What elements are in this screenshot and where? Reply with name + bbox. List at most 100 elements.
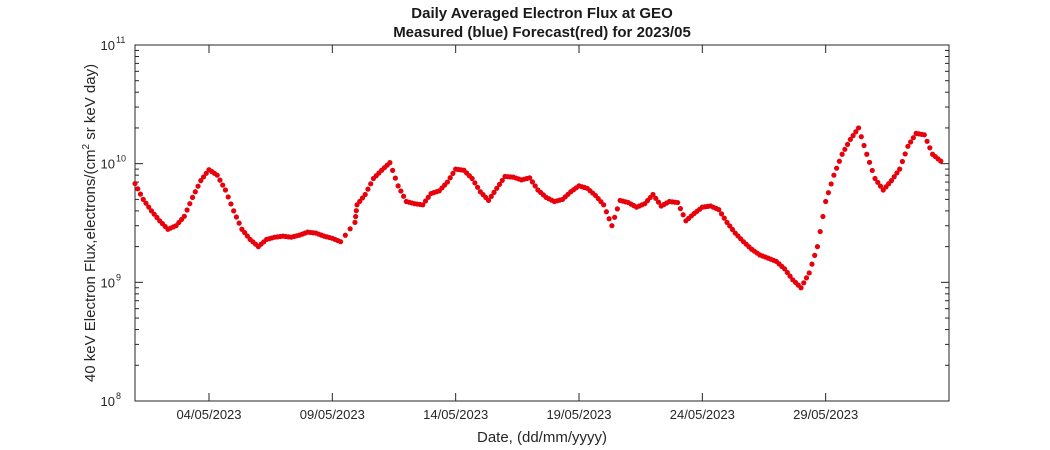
data-point xyxy=(338,239,343,244)
data-point xyxy=(801,280,806,285)
data-point xyxy=(681,212,686,217)
data-point xyxy=(132,181,137,186)
data-point xyxy=(615,206,620,211)
data-point xyxy=(223,187,228,192)
data-point xyxy=(900,159,905,164)
data-point xyxy=(472,180,477,185)
data-point xyxy=(387,160,392,165)
data-point xyxy=(231,208,236,213)
data-point xyxy=(861,143,866,148)
data-point xyxy=(903,151,908,156)
y-tick-label: 10 xyxy=(101,394,115,409)
data-point xyxy=(182,214,187,219)
data-point xyxy=(834,166,839,171)
data-point xyxy=(829,181,834,186)
data-point xyxy=(184,207,189,212)
data-point xyxy=(190,195,195,200)
data-point xyxy=(193,189,198,194)
y-tick-exponent: 8 xyxy=(116,391,121,401)
y-tick-exponent: 10 xyxy=(116,154,126,164)
data-point xyxy=(234,214,239,219)
data-point xyxy=(826,190,831,195)
y-tick-label: 10 xyxy=(101,275,115,290)
y-tick-label: 10 xyxy=(101,38,115,53)
data-point xyxy=(807,270,812,275)
data-point xyxy=(678,206,683,211)
data-point xyxy=(228,201,233,206)
data-point xyxy=(607,216,612,221)
data-point xyxy=(867,160,872,165)
data-point xyxy=(612,215,617,220)
data-point xyxy=(187,201,192,206)
data-point xyxy=(820,214,825,219)
y-axis-label: 40 keV Electron Flux,electrons/(cm2 sr k… xyxy=(81,64,99,382)
data-point xyxy=(450,171,455,176)
data-point xyxy=(908,139,913,144)
data-point xyxy=(217,178,222,183)
data-point xyxy=(831,173,836,178)
data-point xyxy=(220,182,225,187)
data-point xyxy=(226,194,231,199)
data-point xyxy=(215,173,220,178)
data-point xyxy=(393,176,398,181)
data-point xyxy=(905,144,910,149)
data-point xyxy=(864,152,869,157)
chart-title: Daily Averaged Electron Flux at GEO xyxy=(411,5,673,22)
data-point xyxy=(859,134,864,139)
data-point xyxy=(396,183,401,188)
data-point xyxy=(856,125,861,130)
x-tick-label: 19/05/2023 xyxy=(546,407,611,422)
data-point xyxy=(138,192,143,197)
data-point xyxy=(840,152,845,157)
data-point xyxy=(938,159,943,164)
data-point xyxy=(604,209,609,214)
data-point xyxy=(195,184,200,189)
data-point xyxy=(237,221,242,226)
data-point xyxy=(911,135,916,140)
x-tick-label: 04/05/2023 xyxy=(176,407,241,422)
data-point xyxy=(924,139,929,144)
data-point xyxy=(837,159,842,164)
data-point xyxy=(842,147,847,152)
data-point xyxy=(804,275,809,280)
y-tick-exponent: 9 xyxy=(116,272,121,282)
data-point xyxy=(845,142,850,147)
chart: Daily Averaged Electron Flux at GEO Meas… xyxy=(0,0,1050,450)
data-point xyxy=(368,181,373,186)
plot-area xyxy=(135,45,949,401)
data-point xyxy=(812,253,817,258)
data-point xyxy=(675,200,680,205)
data-point xyxy=(809,262,814,267)
data-point xyxy=(352,220,357,225)
data-point xyxy=(798,285,803,290)
y-tick-label: 10 xyxy=(101,157,115,172)
x-tick-label: 14/05/2023 xyxy=(423,407,488,422)
data-point xyxy=(475,185,480,190)
data-point xyxy=(609,223,614,228)
data-point xyxy=(343,233,348,238)
data-point xyxy=(922,132,927,137)
data-point xyxy=(601,202,606,207)
data-point xyxy=(927,145,932,150)
data-point xyxy=(897,167,902,172)
data-point xyxy=(823,199,828,204)
data-point xyxy=(719,211,724,216)
data-point xyxy=(448,175,453,180)
data-point xyxy=(722,216,727,221)
data-point xyxy=(815,244,820,249)
x-tick-label: 09/05/2023 xyxy=(300,407,365,422)
data-point xyxy=(398,188,403,193)
data-point xyxy=(401,194,406,199)
x-tick-label: 29/05/2023 xyxy=(793,407,858,422)
data-point xyxy=(365,187,370,192)
data-point xyxy=(390,168,395,173)
data-point xyxy=(363,192,368,197)
data-point xyxy=(135,186,140,191)
chart-subtitle: Measured (blue) Forecast(red) for 2023/0… xyxy=(393,24,691,41)
data-point xyxy=(348,226,353,231)
x-tick-label: 24/05/2023 xyxy=(670,407,735,422)
data-point xyxy=(353,214,358,219)
data-point xyxy=(445,179,450,184)
data-point xyxy=(870,168,875,173)
y-tick-exponent: 11 xyxy=(116,35,125,45)
